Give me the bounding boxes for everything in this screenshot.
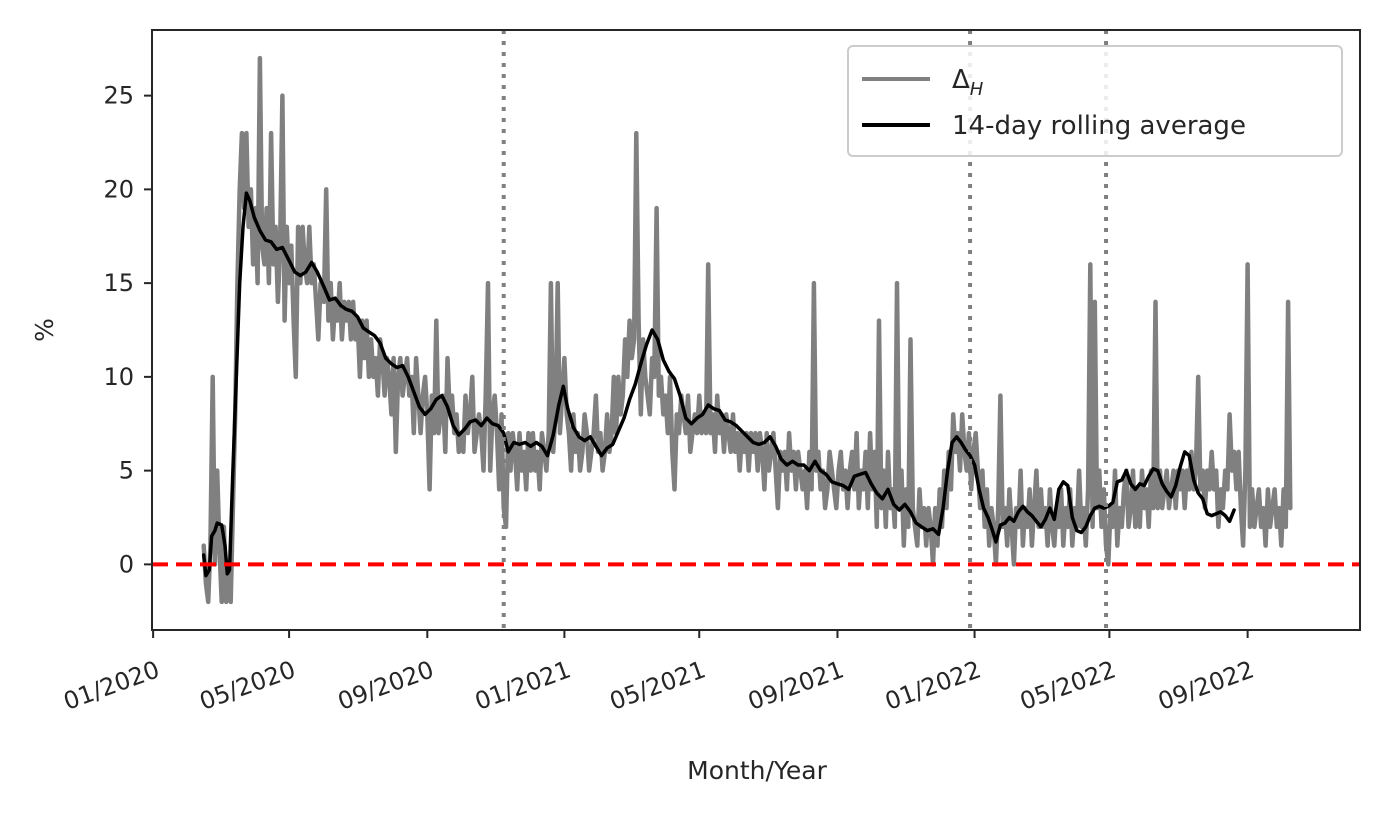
x-tick-label: 05/2022 (1016, 655, 1119, 715)
legend: ΔH 14-day rolling average (847, 45, 1343, 157)
axes: 0 5 10 15 20 25 01/2020 05/2020 09/2020 01/2021 05… (60, 29, 1361, 716)
y-tick-label: 5 (119, 457, 134, 485)
legend-label-delta-sub: H (970, 79, 984, 100)
y-tick-label: 10 (103, 363, 134, 391)
x-tick-label: 09/2021 (744, 655, 847, 715)
legend-label-delta-h: ΔH (952, 65, 984, 100)
y-tick-label: 15 (103, 269, 134, 297)
legend-label-rolling-average: 14-day rolling average (952, 111, 1246, 141)
y-tick-label: 0 (119, 550, 134, 578)
x-tick-label: 05/2021 (606, 655, 709, 715)
x-tick-label: 09/2020 (334, 655, 437, 715)
x-tick-label: 09/2022 (1154, 655, 1257, 715)
x-tick-label: 05/2020 (196, 655, 299, 715)
x-tick-label: 01/2022 (881, 655, 984, 715)
plot-frame (151, 29, 1361, 631)
y-tick-label: 20 (103, 175, 134, 203)
y-axis-label: % (30, 318, 59, 342)
x-axis-label: Month/Year (687, 756, 827, 785)
y-tick-label: 25 (103, 82, 134, 110)
x-tick-label: 01/2020 (60, 655, 163, 715)
series-line-delta-h (201, 55, 1293, 605)
x-tick-label: 01/2021 (471, 655, 574, 715)
legend-label-delta-main: Δ (952, 65, 970, 95)
series-line-rolling-average (201, 191, 1236, 578)
legend-frame (847, 45, 1343, 157)
